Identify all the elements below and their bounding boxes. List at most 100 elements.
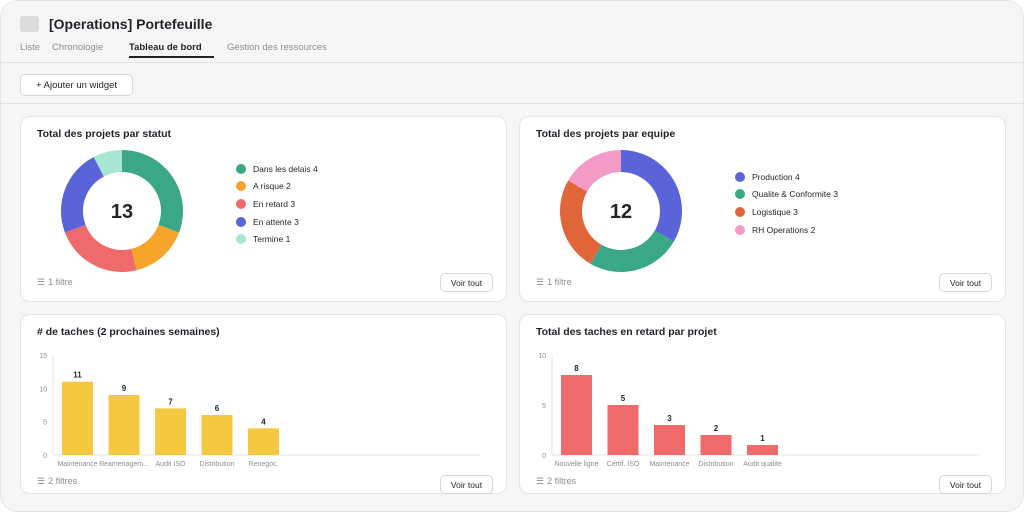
bar[interactable] <box>700 435 732 455</box>
legend-swatch <box>236 216 246 227</box>
filter-icon: ☰ <box>536 277 545 287</box>
x-tick-label: Renegoc. <box>249 461 279 468</box>
legend-item: Production 4 <box>735 168 838 186</box>
donut-slice-en-retard[interactable] <box>64 224 137 272</box>
x-tick-label: Audit ISO <box>156 461 187 468</box>
bar-value-label: 8 <box>574 364 579 373</box>
bar-value-label: 6 <box>215 404 220 413</box>
x-tick-label: Maintenance <box>649 461 689 468</box>
filter-indicator[interactable]: ☰ 2 filtres <box>536 476 576 487</box>
donut-slice-production[interactable] <box>621 150 682 242</box>
bar[interactable] <box>155 408 186 455</box>
active-tab-indicator <box>129 56 214 58</box>
bar[interactable] <box>108 395 140 455</box>
legend-label: Production 4 <box>752 171 800 182</box>
bar-value-label: 9 <box>122 384 127 393</box>
card-title: # de taches (2 prochaines semaines) <box>37 326 220 338</box>
y-tick-label: 5 <box>542 403 546 410</box>
tab-gestion-ressources[interactable]: Gestion des ressources <box>227 42 327 53</box>
donut-slice-dans-les-delais[interactable] <box>122 150 183 233</box>
dashboard-toolbar: + Ajouter un widget <box>1 64 1023 104</box>
legend-swatch <box>236 234 246 245</box>
x-tick-label: Maintenance <box>57 461 97 468</box>
bar-chart-late-tasks: 0 5 10 8 Nouvelle ligne 5 Certif. ISO 3 Maintena… <box>538 353 980 468</box>
donut-slice-logistique[interactable] <box>560 180 602 264</box>
bar[interactable] <box>561 375 592 455</box>
y-tick-label: 0 <box>43 453 47 460</box>
legend-swatch <box>735 224 745 235</box>
card-tasks-next-two-weeks: # de taches (2 prochaines semaines) 0 5 10… <box>20 314 507 494</box>
legend-item: Logistique 3 <box>735 203 838 221</box>
legend-label: En retard 3 <box>253 198 296 209</box>
legend-item: En attente 3 <box>236 213 318 231</box>
tab-tableau-de-bord[interactable]: Tableau de bord <box>129 42 202 53</box>
bar[interactable] <box>654 425 685 455</box>
donut-slice-rh-operations[interactable] <box>568 150 621 192</box>
filter-label: 1 filtre <box>48 277 73 287</box>
x-tick-label: Reamenagem... <box>99 461 149 468</box>
view-all-button[interactable]: Voir tout <box>440 273 493 292</box>
legend-swatch <box>236 181 246 192</box>
page-header: [Operations] Portefeuille Liste Chronolo… <box>1 1 1023 63</box>
legend-label: Termine 1 <box>253 234 291 245</box>
bar[interactable] <box>62 381 93 455</box>
x-tick-label: Audit qualite <box>743 461 782 468</box>
donut-slice-qualite-conformite[interactable] <box>590 230 674 273</box>
donut-slice-a-risque[interactable] <box>131 224 180 271</box>
legend-swatch <box>236 198 246 209</box>
donut-chart-team: 12 <box>560 150 682 273</box>
bar-value-label: 4 <box>261 417 266 426</box>
card-projects-by-status: Total des projets par statut 13 Dans les… <box>20 116 507 302</box>
card-projects-by-team: Total des projets par equipe 12 Producti… <box>519 116 1006 302</box>
x-tick-label: Distribution <box>698 461 733 468</box>
donut-center-value: 13 <box>111 201 133 223</box>
donut-slice-en-attente[interactable] <box>61 156 104 233</box>
tab-liste[interactable]: Liste <box>20 42 41 53</box>
bar-value-label: 7 <box>168 397 173 406</box>
legend-swatch <box>735 189 745 200</box>
card-late-tasks-by-project: Total des taches en retard par projet 0 5… <box>519 314 1006 494</box>
filter-label: 2 filtres <box>547 476 577 486</box>
y-tick-label: 10 <box>538 353 546 360</box>
bar-value-label: 3 <box>667 414 672 423</box>
filter-indicator[interactable]: ☰ 1 filtre <box>536 277 572 288</box>
legend-label: A risque 2 <box>253 181 291 192</box>
filter-indicator[interactable]: ☰ 2 filtres <box>37 476 77 487</box>
bar-value-label: 5 <box>621 394 626 403</box>
legend-swatch <box>735 171 745 182</box>
legend: Production 4 Qualite & Conformite 3 Logi… <box>735 168 838 238</box>
y-tick-label: 10 <box>39 386 47 393</box>
y-tick-label: 0 <box>542 453 546 460</box>
legend-item: RH Operations 2 <box>735 221 838 239</box>
x-tick-label: Distribution <box>199 461 234 468</box>
x-tick-label: Nouvelle ligne <box>555 461 599 468</box>
filter-label: 2 filtres <box>48 476 78 486</box>
view-all-button[interactable]: Voir tout <box>939 273 992 292</box>
tab-chronologie[interactable]: Chronologie <box>52 42 104 53</box>
y-tick-label: 15 <box>39 353 47 360</box>
add-widget-button[interactable]: + Ajouter un widget <box>20 74 133 96</box>
view-all-button[interactable]: Voir tout <box>939 475 992 494</box>
legend-label: Dans les delais 4 <box>253 163 318 174</box>
filter-indicator[interactable]: ☰ 1 filtre <box>37 277 73 288</box>
legend-swatch <box>735 206 745 217</box>
view-all-button[interactable]: Voir tout <box>440 475 493 494</box>
card-title: Total des taches en retard par projet <box>536 326 717 338</box>
bar[interactable] <box>607 405 639 455</box>
legend-item: Dans les delais 4 <box>236 160 318 178</box>
legend-swatch <box>236 163 246 174</box>
legend-label: En attente 3 <box>253 216 299 227</box>
donut-slice-termine[interactable] <box>93 150 122 177</box>
bar-value-label: 11 <box>73 371 82 380</box>
donut-center-value: 12 <box>610 201 632 223</box>
card-title: Total des projets par statut <box>37 128 171 140</box>
bar[interactable] <box>747 445 778 455</box>
legend-label: Qualite & Conformite 3 <box>752 189 838 200</box>
bar[interactable] <box>201 415 233 455</box>
filter-icon: ☰ <box>37 476 46 486</box>
page-title: [Operations] Portefeuille <box>49 16 213 32</box>
bar[interactable] <box>248 428 279 455</box>
card-title: Total des projets par equipe <box>536 128 676 140</box>
legend-item: Qualite & Conformite 3 <box>735 186 838 204</box>
